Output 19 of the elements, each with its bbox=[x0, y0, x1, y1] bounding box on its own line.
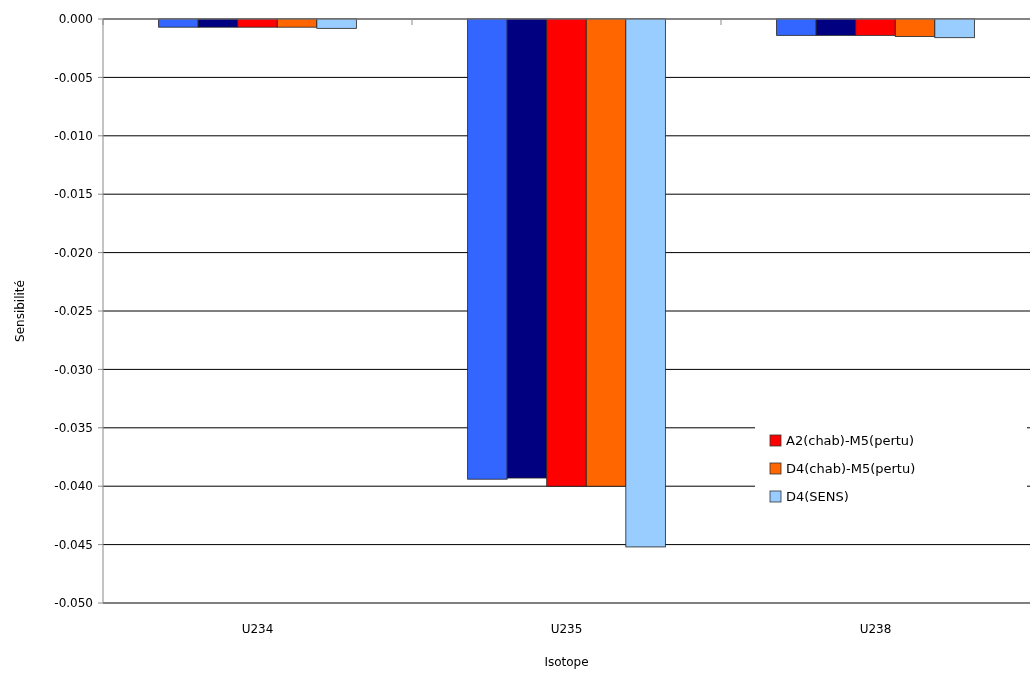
legend-label: D4(chab)-M5(pertu) bbox=[786, 461, 916, 476]
y-tick-label: -0.050 bbox=[54, 596, 93, 611]
y-tick-label: -0.030 bbox=[54, 362, 93, 377]
y-tick-label: -0.005 bbox=[54, 70, 93, 85]
y-axis-title: Sensibilité bbox=[13, 280, 27, 342]
legend-label: A2(chab)-M5(pertu) bbox=[786, 433, 915, 448]
y-tick-label: -0.040 bbox=[54, 479, 93, 494]
y-tick-label: -0.020 bbox=[54, 245, 93, 260]
y-tick-label: -0.025 bbox=[54, 304, 93, 319]
y-tick-label: -0.045 bbox=[54, 537, 93, 552]
x-tick-label: U235 bbox=[550, 622, 583, 636]
x-axis-title: Isotope bbox=[544, 655, 589, 669]
legend-label: D4(SENS) bbox=[786, 489, 849, 504]
y-tick-label: -0.010 bbox=[54, 129, 93, 143]
x-tick-label: U238 bbox=[859, 622, 892, 636]
x-tick-label: U234 bbox=[241, 622, 274, 636]
y-tick-label: 0.000 bbox=[58, 12, 93, 27]
y-tick-label: -0.035 bbox=[54, 421, 93, 435]
y-tick-label: -0.015 bbox=[54, 187, 93, 202]
